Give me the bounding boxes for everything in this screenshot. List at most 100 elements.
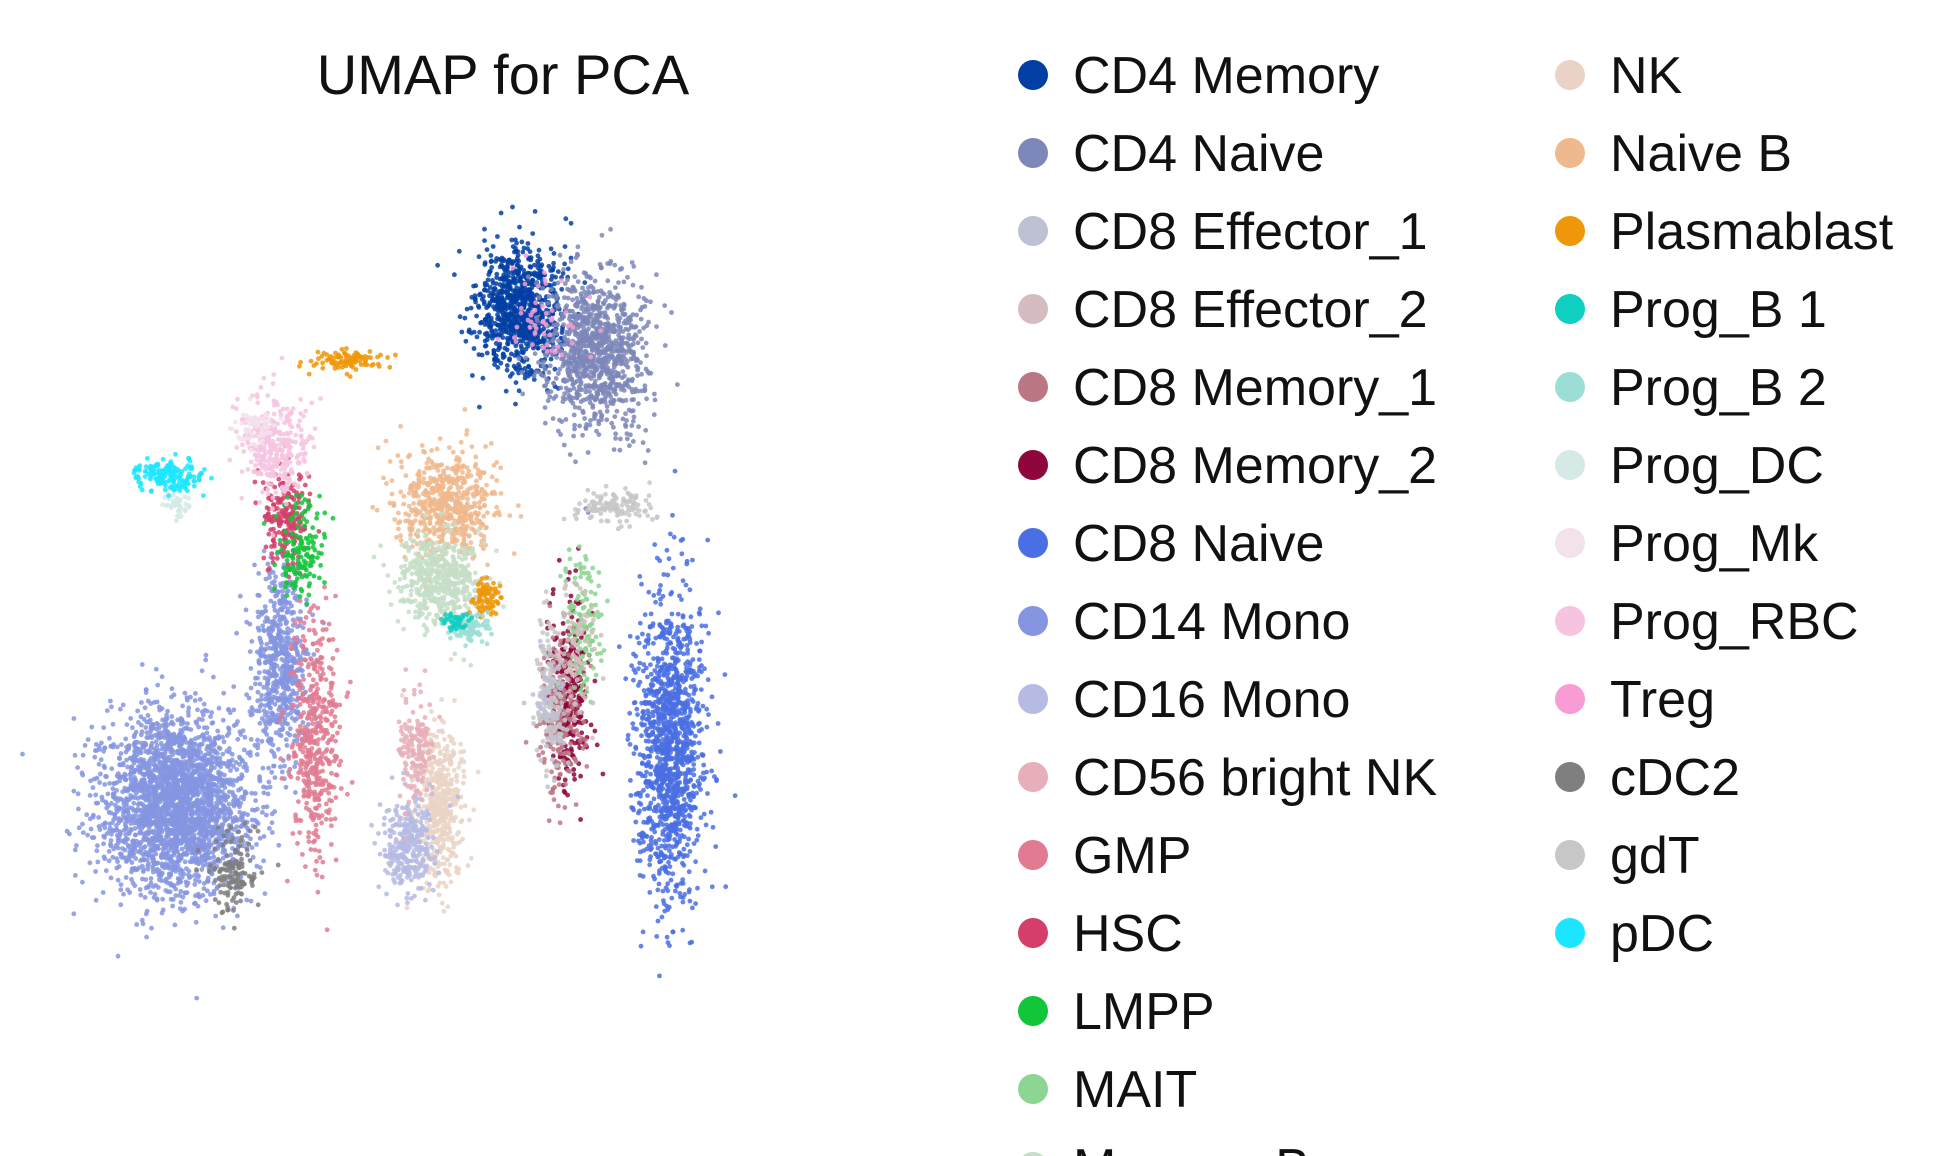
cell-point: [670, 929, 676, 935]
cell-point: [561, 442, 567, 448]
cell-point: [557, 367, 563, 372]
cell-point: [547, 394, 553, 400]
cell-point: [655, 887, 661, 893]
cell-point: [629, 397, 635, 403]
cell-point: [658, 601, 664, 607]
cell-point: [514, 285, 520, 291]
cell-point: [605, 598, 610, 604]
cell-point: [698, 775, 703, 780]
cell-point: [689, 624, 695, 629]
cell-point: [481, 546, 486, 552]
cell-point: [559, 700, 565, 706]
cell-point: [543, 589, 549, 595]
cell-point: [537, 693, 543, 698]
cell-point: [570, 395, 576, 401]
cell-point: [634, 726, 639, 732]
cell-point: [654, 663, 660, 669]
cell-point: [437, 436, 443, 441]
cell-point: [662, 661, 667, 667]
cell-point: [540, 750, 546, 755]
cell-point: [407, 452, 413, 458]
cell-point: [716, 610, 721, 616]
cell-point: [598, 350, 604, 356]
cell-point: [581, 719, 586, 725]
cell-point: [412, 489, 418, 495]
cell-point: [676, 658, 681, 663]
cell-point: [588, 418, 593, 423]
cell-point: [644, 298, 649, 304]
cell-point: [457, 314, 463, 320]
cell-point: [599, 495, 604, 501]
cell-point: [549, 273, 555, 279]
cell-point: [551, 778, 557, 784]
cell-point: [547, 363, 553, 369]
cell-point: [687, 731, 693, 736]
cell-point: [575, 389, 580, 395]
cell-point: [572, 575, 578, 581]
cell-point: [421, 470, 427, 476]
cell-point: [691, 772, 697, 778]
cell-point: [665, 881, 671, 887]
cell-point: [681, 721, 686, 727]
cell-point: [566, 362, 572, 368]
cell-point: [473, 454, 479, 460]
cell-point: [548, 389, 554, 394]
cell-point: [513, 401, 518, 407]
cell-point: [661, 672, 667, 678]
cell-point: [578, 738, 583, 744]
cell-point: [484, 525, 489, 530]
cell-point: [560, 399, 566, 405]
cell-point: [703, 623, 709, 629]
cell-point: [676, 808, 682, 814]
cell-point: [421, 506, 427, 512]
cell-point: [598, 650, 604, 656]
cell-point: [637, 620, 643, 626]
cell-point: [623, 486, 628, 491]
cell-point: [629, 663, 634, 669]
cell-point: [572, 274, 578, 279]
cell-point: [666, 719, 672, 725]
cell-point: [401, 493, 407, 499]
cell-point: [678, 894, 683, 900]
cell-point: [646, 716, 652, 722]
cell-point: [669, 611, 675, 617]
cell-point: [579, 570, 585, 576]
cell-point: [561, 322, 566, 327]
cell-point: [403, 518, 408, 524]
cell-point: [495, 347, 501, 353]
cell-point: [417, 499, 423, 505]
cell-point: [638, 316, 644, 322]
cell-point: [605, 353, 610, 358]
cell-point: [555, 747, 561, 752]
cell-point: [618, 335, 624, 341]
cell-point: [676, 699, 682, 705]
cell-point: [546, 644, 552, 649]
cell-point: [691, 762, 697, 767]
cell-point: [648, 764, 653, 770]
cell-point: [695, 885, 700, 891]
cell-point: [582, 737, 588, 743]
cell-point: [566, 355, 572, 361]
cell-point: [689, 939, 695, 945]
cell-point: [437, 499, 442, 504]
cell-point: [651, 656, 656, 661]
cell-point: [688, 821, 693, 826]
cell-point: [572, 701, 578, 707]
cell-point: [550, 293, 555, 299]
cell-point: [680, 536, 686, 542]
cell-point: [543, 711, 548, 716]
cell-point: [656, 794, 662, 800]
cell-point: [678, 690, 683, 695]
cell-point: [526, 290, 532, 296]
cell-point: [645, 448, 651, 453]
cell-point: [514, 262, 520, 268]
cell-point: [531, 373, 537, 379]
cell-point: [572, 332, 578, 337]
cell-point: [706, 630, 711, 636]
cell-point: [531, 715, 536, 720]
cell-point: [538, 661, 543, 667]
cell-point: [471, 346, 477, 351]
cell-point: [647, 804, 652, 809]
cell-point: [573, 562, 579, 568]
cell-point: [584, 328, 589, 334]
